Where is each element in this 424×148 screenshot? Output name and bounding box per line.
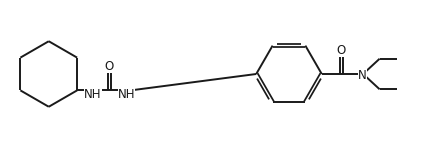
- Text: O: O: [105, 60, 114, 73]
- Text: N: N: [358, 69, 366, 82]
- Text: NH: NH: [117, 88, 135, 101]
- Text: O: O: [337, 44, 346, 57]
- Text: NH: NH: [84, 88, 102, 101]
